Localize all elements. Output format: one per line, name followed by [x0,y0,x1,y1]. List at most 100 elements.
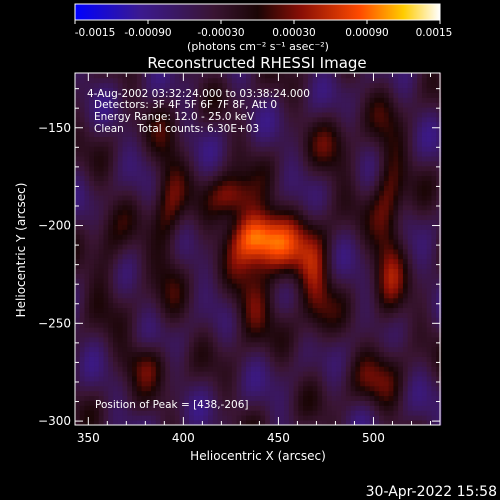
heatmap-cell [222,117,228,123]
heatmap-cell [184,366,190,372]
heatmap-cell [212,258,218,265]
heatmap-cell [198,302,204,309]
heatmap-cell [265,190,271,196]
heatmap-cell [236,385,242,392]
heatmap-cell [122,185,128,191]
heatmap-cell [184,209,190,216]
heatmap-cell [279,395,285,401]
heatmap-cell [84,297,90,304]
heatmap-cell [179,332,185,338]
heatmap-cell [193,185,199,191]
heatmap-cell [288,141,295,147]
heatmap-cell [402,390,409,397]
heatmap-cell [350,253,356,260]
heatmap-cell [269,229,276,235]
heatmap-cell [336,195,342,201]
heatmap-cell [265,253,271,260]
heatmap-cell [108,117,114,123]
heatmap-cell [108,146,114,152]
heatmap-cell [155,107,161,113]
heatmap-cell [284,92,290,98]
heatmap-cell [113,400,119,406]
heatmap-cell [364,107,371,113]
heatmap-cell [345,117,352,123]
heatmap-cell [103,249,109,255]
heatmap-cell [84,337,90,343]
heatmap-cell [269,312,276,318]
heatmap-cell [136,175,142,181]
heatmap-cell [146,102,152,108]
heatmap-cell [189,229,195,235]
heatmap-cell [246,112,252,118]
heatmap-cell [345,307,352,313]
heatmap-cell [170,337,176,343]
heatmap-cell [322,185,328,191]
heatmap-cell [155,112,161,118]
heatmap-cell [174,297,180,304]
heatmap-cell [393,224,399,230]
heatmap-cell [79,117,85,123]
heatmap-cell [326,234,333,240]
heatmap-cell [108,205,114,211]
heatmap-cell [388,170,394,177]
heatmap-cell [383,195,390,201]
heatmap-cell [75,283,81,289]
heatmap-cell [341,121,347,128]
heatmap-cell [193,73,199,79]
heatmap-cell [288,332,295,338]
heatmap-cell [331,405,337,411]
heatmap-cell [322,244,328,250]
heatmap-cell [322,366,328,372]
heatmap-cell [94,244,100,250]
heatmap-cell [79,376,85,382]
heatmap-cell [103,332,109,338]
heatmap-cell [241,258,247,265]
heatmap-cell [374,351,380,357]
heatmap-cell [151,190,157,196]
heatmap-cell [189,146,195,152]
heatmap-cell [222,420,228,426]
heatmap-cell [184,371,190,377]
heatmap-cell [136,219,142,225]
heatmap-cell [108,107,114,113]
heatmap-cell [246,341,252,348]
heatmap-cell [393,327,399,333]
heatmap-cell [155,239,161,245]
heatmap-cell [374,395,380,401]
heatmap-cell [279,381,285,387]
heatmap-cell [113,161,119,167]
heatmap-cell [341,381,347,387]
heatmap-cell [89,200,95,206]
heatmap-cell [84,126,90,133]
heatmap-cell [179,351,185,357]
heatmap-cell [298,332,304,338]
heatmap-cell [79,156,85,162]
heatmap-cell [98,107,104,113]
heatmap-cell [250,180,256,186]
heatmap-cell [312,156,318,162]
heatmap-cell [383,268,390,274]
heatmap-cell [260,410,266,416]
heatmap-cell [84,92,90,98]
heatmap-cell [388,376,394,382]
heatmap-cell [75,200,81,206]
heatmap-cell [208,151,214,157]
heatmap-cell [303,366,309,372]
heatmap-cell [379,185,385,191]
heatmap-cell [98,77,104,84]
heatmap-cell [303,234,309,240]
heatmap-cell [132,117,138,123]
heatmap-cell [84,410,90,416]
heatmap-cell [127,151,133,157]
heatmap-cell [94,175,100,181]
heatmap-cell [255,121,261,128]
heatmap-cell [208,214,214,221]
heatmap-cell [355,258,361,265]
heatmap-cell [255,77,261,84]
heatmap-cell [113,146,119,152]
heatmap-cell [198,107,204,113]
heatmap-cell [231,376,237,382]
heatmap-cell [355,420,361,426]
heatmap-cell [136,200,142,206]
heatmap-cell [127,253,133,260]
